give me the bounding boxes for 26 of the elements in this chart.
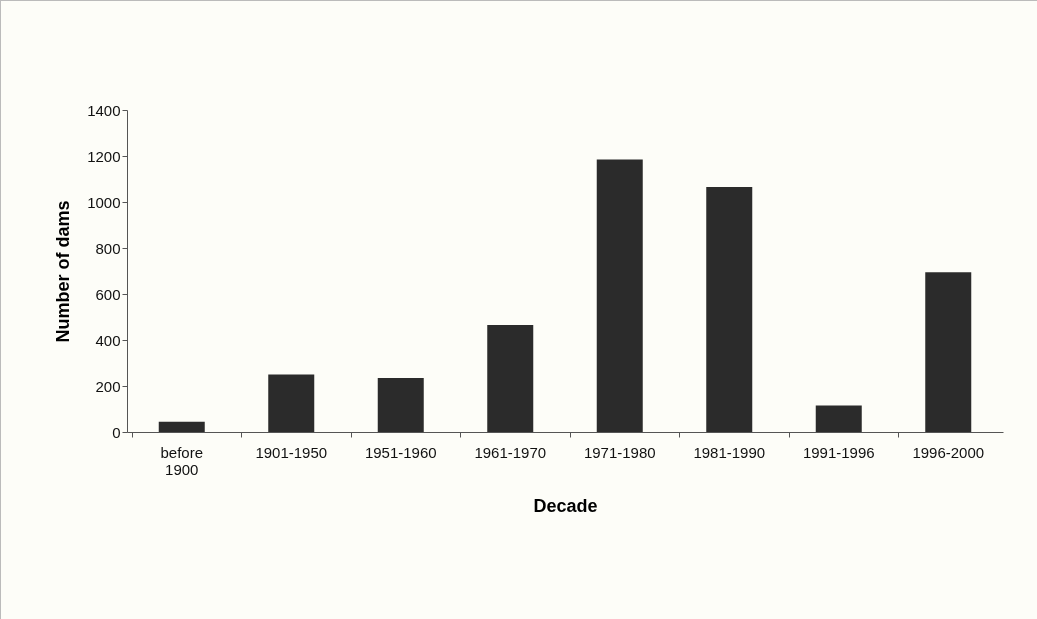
bar: [596, 159, 643, 432]
x-tick-label: 1971-1980: [583, 443, 656, 461]
bar: [815, 405, 862, 432]
bar: [268, 374, 315, 432]
y-tick-label: 0: [112, 423, 121, 441]
x-tick-label: 1981-1990: [693, 443, 766, 461]
y-tick-label: 800: [95, 239, 121, 257]
x-axis-title: Decade: [533, 495, 598, 516]
bar: [377, 377, 424, 432]
y-tick-label: 600: [95, 285, 121, 303]
y-tick-label: 1200: [87, 147, 121, 165]
y-axis-title: Number of dams: [53, 200, 74, 343]
x-tick-label: 1951-1960: [364, 443, 437, 461]
x-tick-label: 1901-1950: [255, 443, 328, 461]
y-tick-label: 1400: [87, 101, 121, 119]
x-tick-label: before 1900: [160, 443, 204, 478]
bar: [487, 325, 534, 432]
x-tick-label: 1996-2000: [912, 443, 985, 461]
bar: [925, 272, 972, 432]
y-tick-label: 400: [95, 331, 121, 349]
bar: [158, 421, 205, 432]
y-tick-label: 200: [95, 377, 121, 395]
x-tick-label: 1991-1996: [802, 443, 875, 461]
y-tick-label: 1000: [87, 193, 121, 211]
bar: [706, 187, 753, 432]
x-tick-label: 1961-1970: [474, 443, 547, 461]
